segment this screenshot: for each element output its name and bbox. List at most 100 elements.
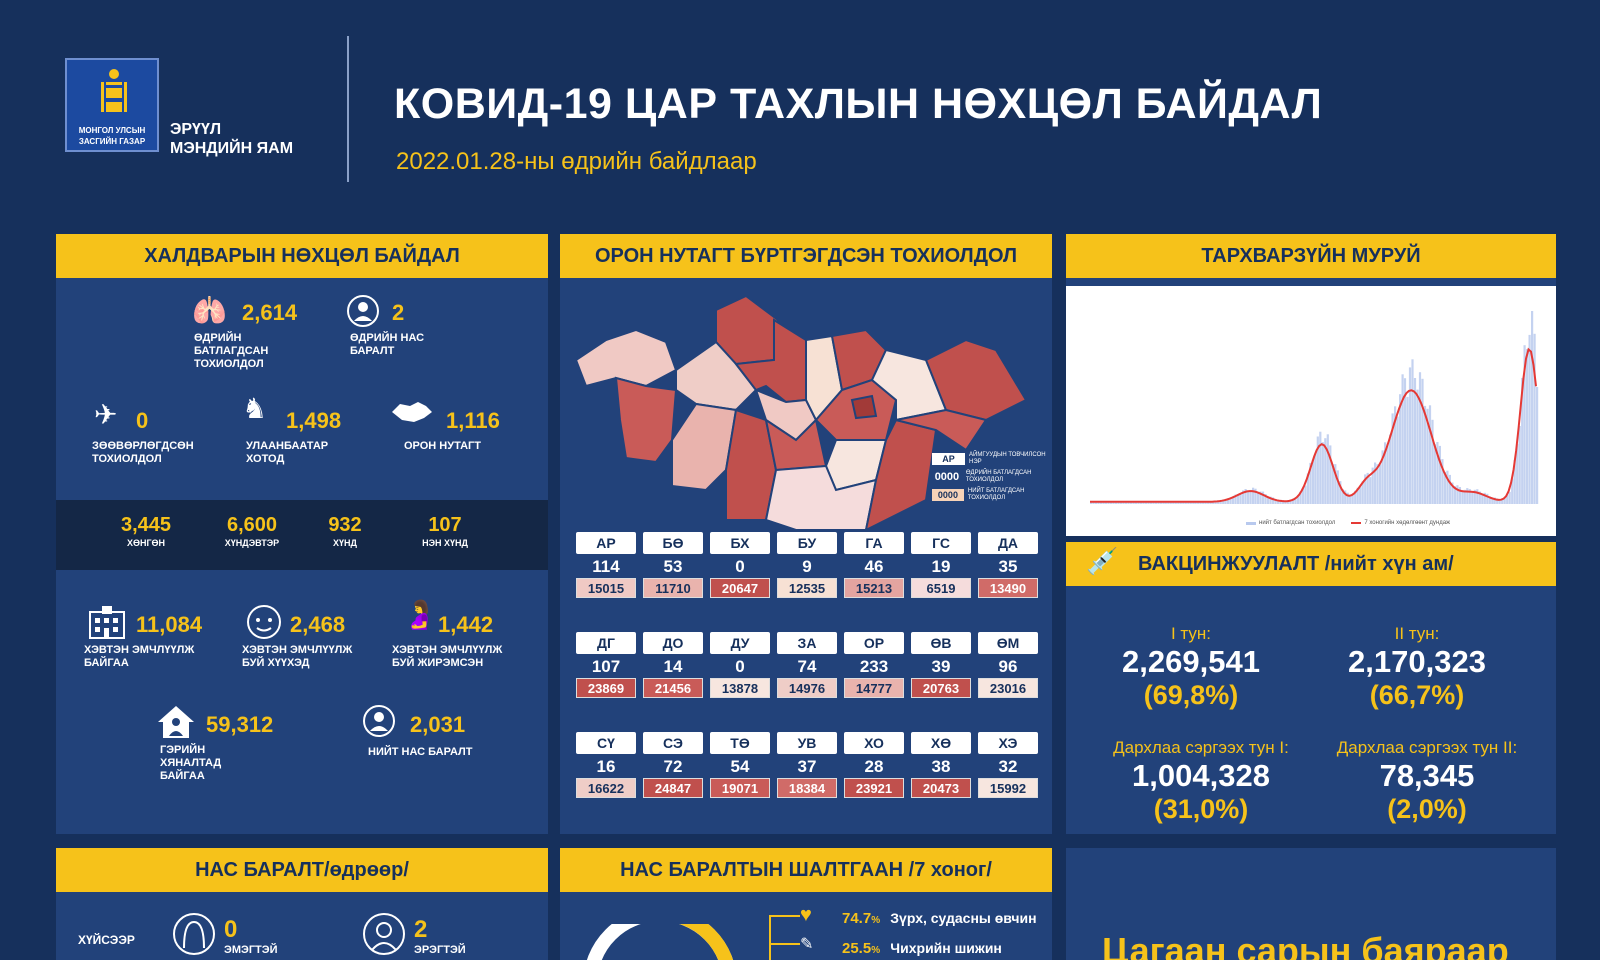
ministry-line-2: МЭНДИЙН ЯАМ (170, 140, 294, 157)
person-icon (346, 294, 380, 334)
curve-bar (1448, 474, 1451, 504)
page-subtitle: 2022.01.28-ны өдрийн байдлаар (396, 148, 757, 175)
region-daily: 19 (931, 557, 951, 576)
curve-bar (1506, 494, 1509, 504)
curve-bar (1468, 489, 1471, 504)
severity-item: 6,600 ХҮНДЭВТЭР (202, 514, 302, 550)
page-title: КОВИД-19 ЦАР ТАХЛЫН НӨХЦӨЛ БАЙДАЛ (394, 80, 1323, 128)
curve-bar (1503, 497, 1506, 504)
causes-panel-title: НАС БАРАЛТЫН ШАЛТГААН /7 хоног/ (560, 848, 1052, 892)
curve-bar (1301, 488, 1304, 504)
syringe-icon: 💉 (1086, 546, 1119, 576)
curve-bar (1476, 489, 1479, 504)
region-code: ӨМ (978, 632, 1038, 654)
booster1-label: Дархлаа сэргээх тун I: (1113, 738, 1289, 757)
curve-bar (1304, 485, 1307, 504)
children-value: 2,468 (290, 612, 346, 637)
curve-bar (1428, 405, 1432, 504)
curve-bar (1366, 472, 1369, 504)
curve-bar (1279, 499, 1282, 504)
region-daily: 0 (735, 657, 745, 676)
curve-bar (1321, 442, 1324, 504)
dose2-block: II тун: 2,170,323 (66,7%) (1312, 624, 1522, 711)
region-card: ХО 28 23921 (844, 732, 904, 798)
curve-bar (1498, 499, 1501, 504)
region-total: 13878 (710, 678, 770, 698)
curve-bar (1284, 501, 1287, 504)
region-total: 24847 (643, 778, 703, 798)
region-card: АР 114 15015 (576, 532, 636, 598)
curve-bar (1369, 477, 1372, 504)
ulaanbaatar-value: 1,498 (286, 408, 342, 433)
region-code: ДГ (576, 632, 636, 654)
region-code: ХЭ (978, 732, 1038, 754)
map-panel: ОРОН НУТАГТ БҮРТГЭГДСЭН ТОХИОЛДОЛ АР АЙМ… (560, 234, 1052, 834)
region-card: ДА 35 13490 (978, 532, 1038, 598)
curve-bar (1433, 444, 1436, 504)
daily-confirmed-value: 2,614 (242, 300, 298, 325)
curve-bar (1294, 499, 1297, 504)
curve-bar (1316, 436, 1319, 504)
curve-bar (1117, 501, 1120, 504)
cause-unit: % (871, 945, 881, 956)
curve-bar (1481, 493, 1484, 504)
region-total: 15015 (576, 578, 636, 598)
legend-daily-desc: ӨДРИЙН БАТЛАГДСАН ТОХИОЛДОЛ (965, 470, 1032, 483)
curve-bar (1394, 406, 1397, 504)
soyombo-icon (101, 69, 127, 112)
region-code: ГС (911, 532, 971, 554)
curve-bar (1217, 500, 1220, 504)
region-card: ЗА 74 14976 (777, 632, 837, 698)
curve-bar (1384, 442, 1387, 504)
dose2-label: II тун: (1394, 624, 1440, 643)
legend-total-box: 0000 (932, 489, 964, 501)
curve-legend: нийт батлагдсан тохиолдол 7 хоногийн хөд… (1246, 520, 1450, 526)
male-icon (362, 912, 406, 960)
curve-bar (1329, 445, 1332, 504)
ministry-name: ЭРҮҮЛ МЭНДИЙН ЯАМ (170, 120, 293, 158)
cause-pct: 74.7 (842, 910, 872, 927)
region-daily: 53 (663, 557, 683, 576)
by-sex-label: ХҮЙСЭЭР (78, 933, 135, 947)
hospital-icon (86, 604, 128, 646)
total-deaths-value: 2,031 (410, 712, 466, 737)
region-total: 14777 (844, 678, 904, 698)
curve-bar (1446, 470, 1449, 504)
curve-bar (1413, 378, 1417, 504)
region-total: 15992 (978, 778, 1038, 798)
booster1-value: 1,004,328 (1132, 758, 1270, 793)
curve-bar (1361, 481, 1364, 504)
severity-severe-label: ХҮНД (333, 538, 357, 548)
curve-bar (1381, 450, 1384, 504)
curve-bar (1281, 500, 1285, 504)
curve-bar (1346, 492, 1349, 504)
severity-critical-value: 107 (428, 514, 462, 536)
region-card: ДО 14 21456 (643, 632, 703, 698)
cause-unit: % (871, 915, 881, 926)
region-daily: 46 (864, 557, 884, 576)
ulaanbaatar-label: УЛААНБААТАР ХОТОД (246, 440, 329, 465)
dose1-label: I тун: (1170, 624, 1212, 643)
curve-bar (1528, 334, 1531, 504)
vaccine-panel-title: 💉 ВАКЦИНЖУУЛАЛТ /нийт хүн ам/ (1066, 542, 1556, 586)
severity-severe-value: 932 (328, 514, 362, 536)
holiday-panel: Цагаан сарын баяраар (1066, 848, 1556, 960)
region-card: ДГ 107 23869 (576, 632, 636, 698)
region-daily: 54 (730, 757, 750, 776)
dose1-value: 2,269,541 (1122, 644, 1260, 679)
curve-bar (1411, 359, 1414, 504)
region-daily: 107 (591, 657, 621, 676)
region-card: ХЭ 32 15992 (978, 732, 1038, 798)
region-daily: 38 (931, 757, 951, 776)
cause-pct: 25.5 (842, 940, 872, 957)
curve-bar (1531, 311, 1534, 504)
cause-item: 74.7% Зүрх, судасны өвчин (842, 910, 1037, 927)
infection-panel-title: ХАЛДВАРЫН НӨХЦӨЛ БАЙДАЛ (56, 234, 548, 278)
curve-bar (1252, 487, 1255, 504)
dose2-value: 2,170,323 (1348, 644, 1486, 679)
curve-bar (1354, 490, 1357, 504)
region-card: ӨВ 39 20763 (911, 632, 971, 698)
curve-bar (1309, 462, 1312, 504)
severity-item: 107 НЭН ХҮНД (400, 514, 490, 550)
curve-bar (1349, 495, 1352, 504)
